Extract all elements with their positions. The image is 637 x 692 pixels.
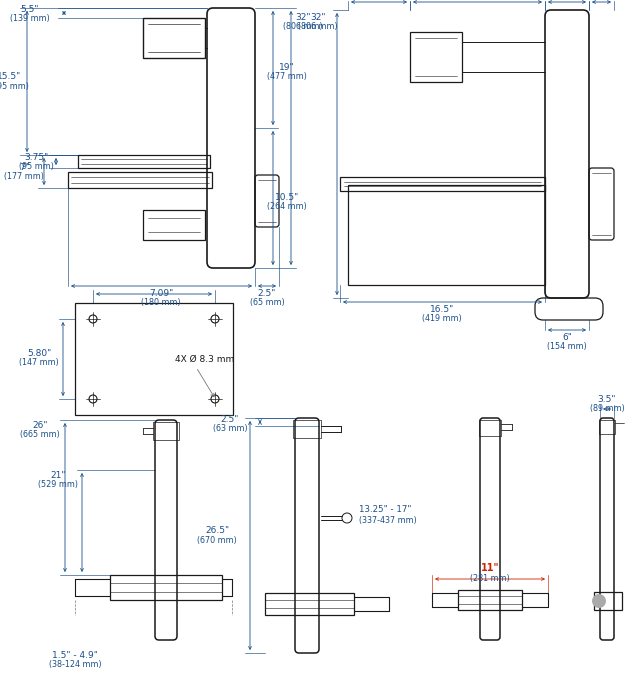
Text: (419 mm): (419 mm) bbox=[422, 313, 462, 322]
Text: (395 mm): (395 mm) bbox=[0, 82, 29, 91]
Text: (89 mm): (89 mm) bbox=[590, 403, 624, 412]
Text: (337-437 mm): (337-437 mm) bbox=[359, 516, 417, 525]
Text: (38-124 mm): (38-124 mm) bbox=[48, 660, 101, 669]
Text: 10.5": 10.5" bbox=[275, 194, 299, 203]
Bar bbox=[110, 575, 222, 600]
Text: (806 mm): (806 mm) bbox=[283, 23, 323, 32]
Bar bbox=[293, 420, 321, 438]
Text: 3.75": 3.75" bbox=[24, 153, 48, 162]
Text: 32": 32" bbox=[310, 14, 326, 23]
Text: (281 mm): (281 mm) bbox=[470, 574, 510, 583]
Circle shape bbox=[592, 594, 606, 608]
Bar bbox=[143, 18, 205, 58]
Bar bbox=[265, 593, 354, 615]
Text: 3.5": 3.5" bbox=[598, 394, 616, 403]
Text: (806 mm): (806 mm) bbox=[298, 23, 338, 32]
Bar bbox=[143, 210, 205, 240]
Text: (65 mm): (65 mm) bbox=[250, 298, 284, 307]
Text: 1.5" - 4.9": 1.5" - 4.9" bbox=[52, 650, 98, 659]
Text: 7": 7" bbox=[19, 163, 29, 172]
Bar bbox=[348, 185, 545, 285]
Text: 2.5": 2.5" bbox=[258, 289, 276, 298]
Text: 5.80": 5.80" bbox=[27, 349, 51, 358]
Text: 16.5": 16.5" bbox=[430, 304, 454, 313]
Bar bbox=[479, 420, 501, 436]
Bar bbox=[75, 303, 233, 415]
Text: 13.25" - 17": 13.25" - 17" bbox=[359, 505, 412, 514]
Text: (154 mm): (154 mm) bbox=[547, 341, 587, 351]
Text: 2.5": 2.5" bbox=[221, 415, 239, 424]
Text: 26": 26" bbox=[32, 421, 48, 430]
Text: (147 mm): (147 mm) bbox=[19, 358, 59, 367]
Text: (670 mm): (670 mm) bbox=[197, 536, 237, 545]
Text: (63 mm): (63 mm) bbox=[213, 424, 247, 432]
Text: 26.5": 26.5" bbox=[205, 526, 229, 535]
Text: (529 mm): (529 mm) bbox=[38, 480, 78, 489]
Text: 11": 11" bbox=[481, 563, 499, 573]
Text: (95 mm): (95 mm) bbox=[18, 162, 54, 171]
Text: 19": 19" bbox=[279, 64, 295, 73]
Text: 6": 6" bbox=[562, 332, 572, 341]
Text: (264 mm): (264 mm) bbox=[267, 203, 307, 212]
Bar bbox=[410, 32, 462, 82]
Bar bbox=[594, 592, 622, 610]
Text: (665 mm): (665 mm) bbox=[20, 430, 60, 439]
Text: 7.09": 7.09" bbox=[149, 289, 173, 298]
Bar bbox=[78, 155, 210, 168]
Bar bbox=[599, 420, 615, 434]
Text: (177 mm): (177 mm) bbox=[4, 172, 44, 181]
Text: 21": 21" bbox=[50, 471, 66, 480]
Bar bbox=[340, 177, 545, 191]
Bar bbox=[153, 422, 179, 440]
Text: 5.5": 5.5" bbox=[21, 5, 39, 14]
Bar bbox=[458, 590, 522, 610]
Text: 32": 32" bbox=[296, 14, 311, 23]
Text: 15.5": 15.5" bbox=[0, 72, 21, 81]
Bar bbox=[68, 172, 212, 188]
Text: (180 mm): (180 mm) bbox=[141, 298, 181, 307]
Text: (139 mm): (139 mm) bbox=[10, 14, 50, 23]
Text: 4X Ø 8.3 mm: 4X Ø 8.3 mm bbox=[175, 354, 234, 363]
Text: (477 mm): (477 mm) bbox=[267, 73, 307, 82]
